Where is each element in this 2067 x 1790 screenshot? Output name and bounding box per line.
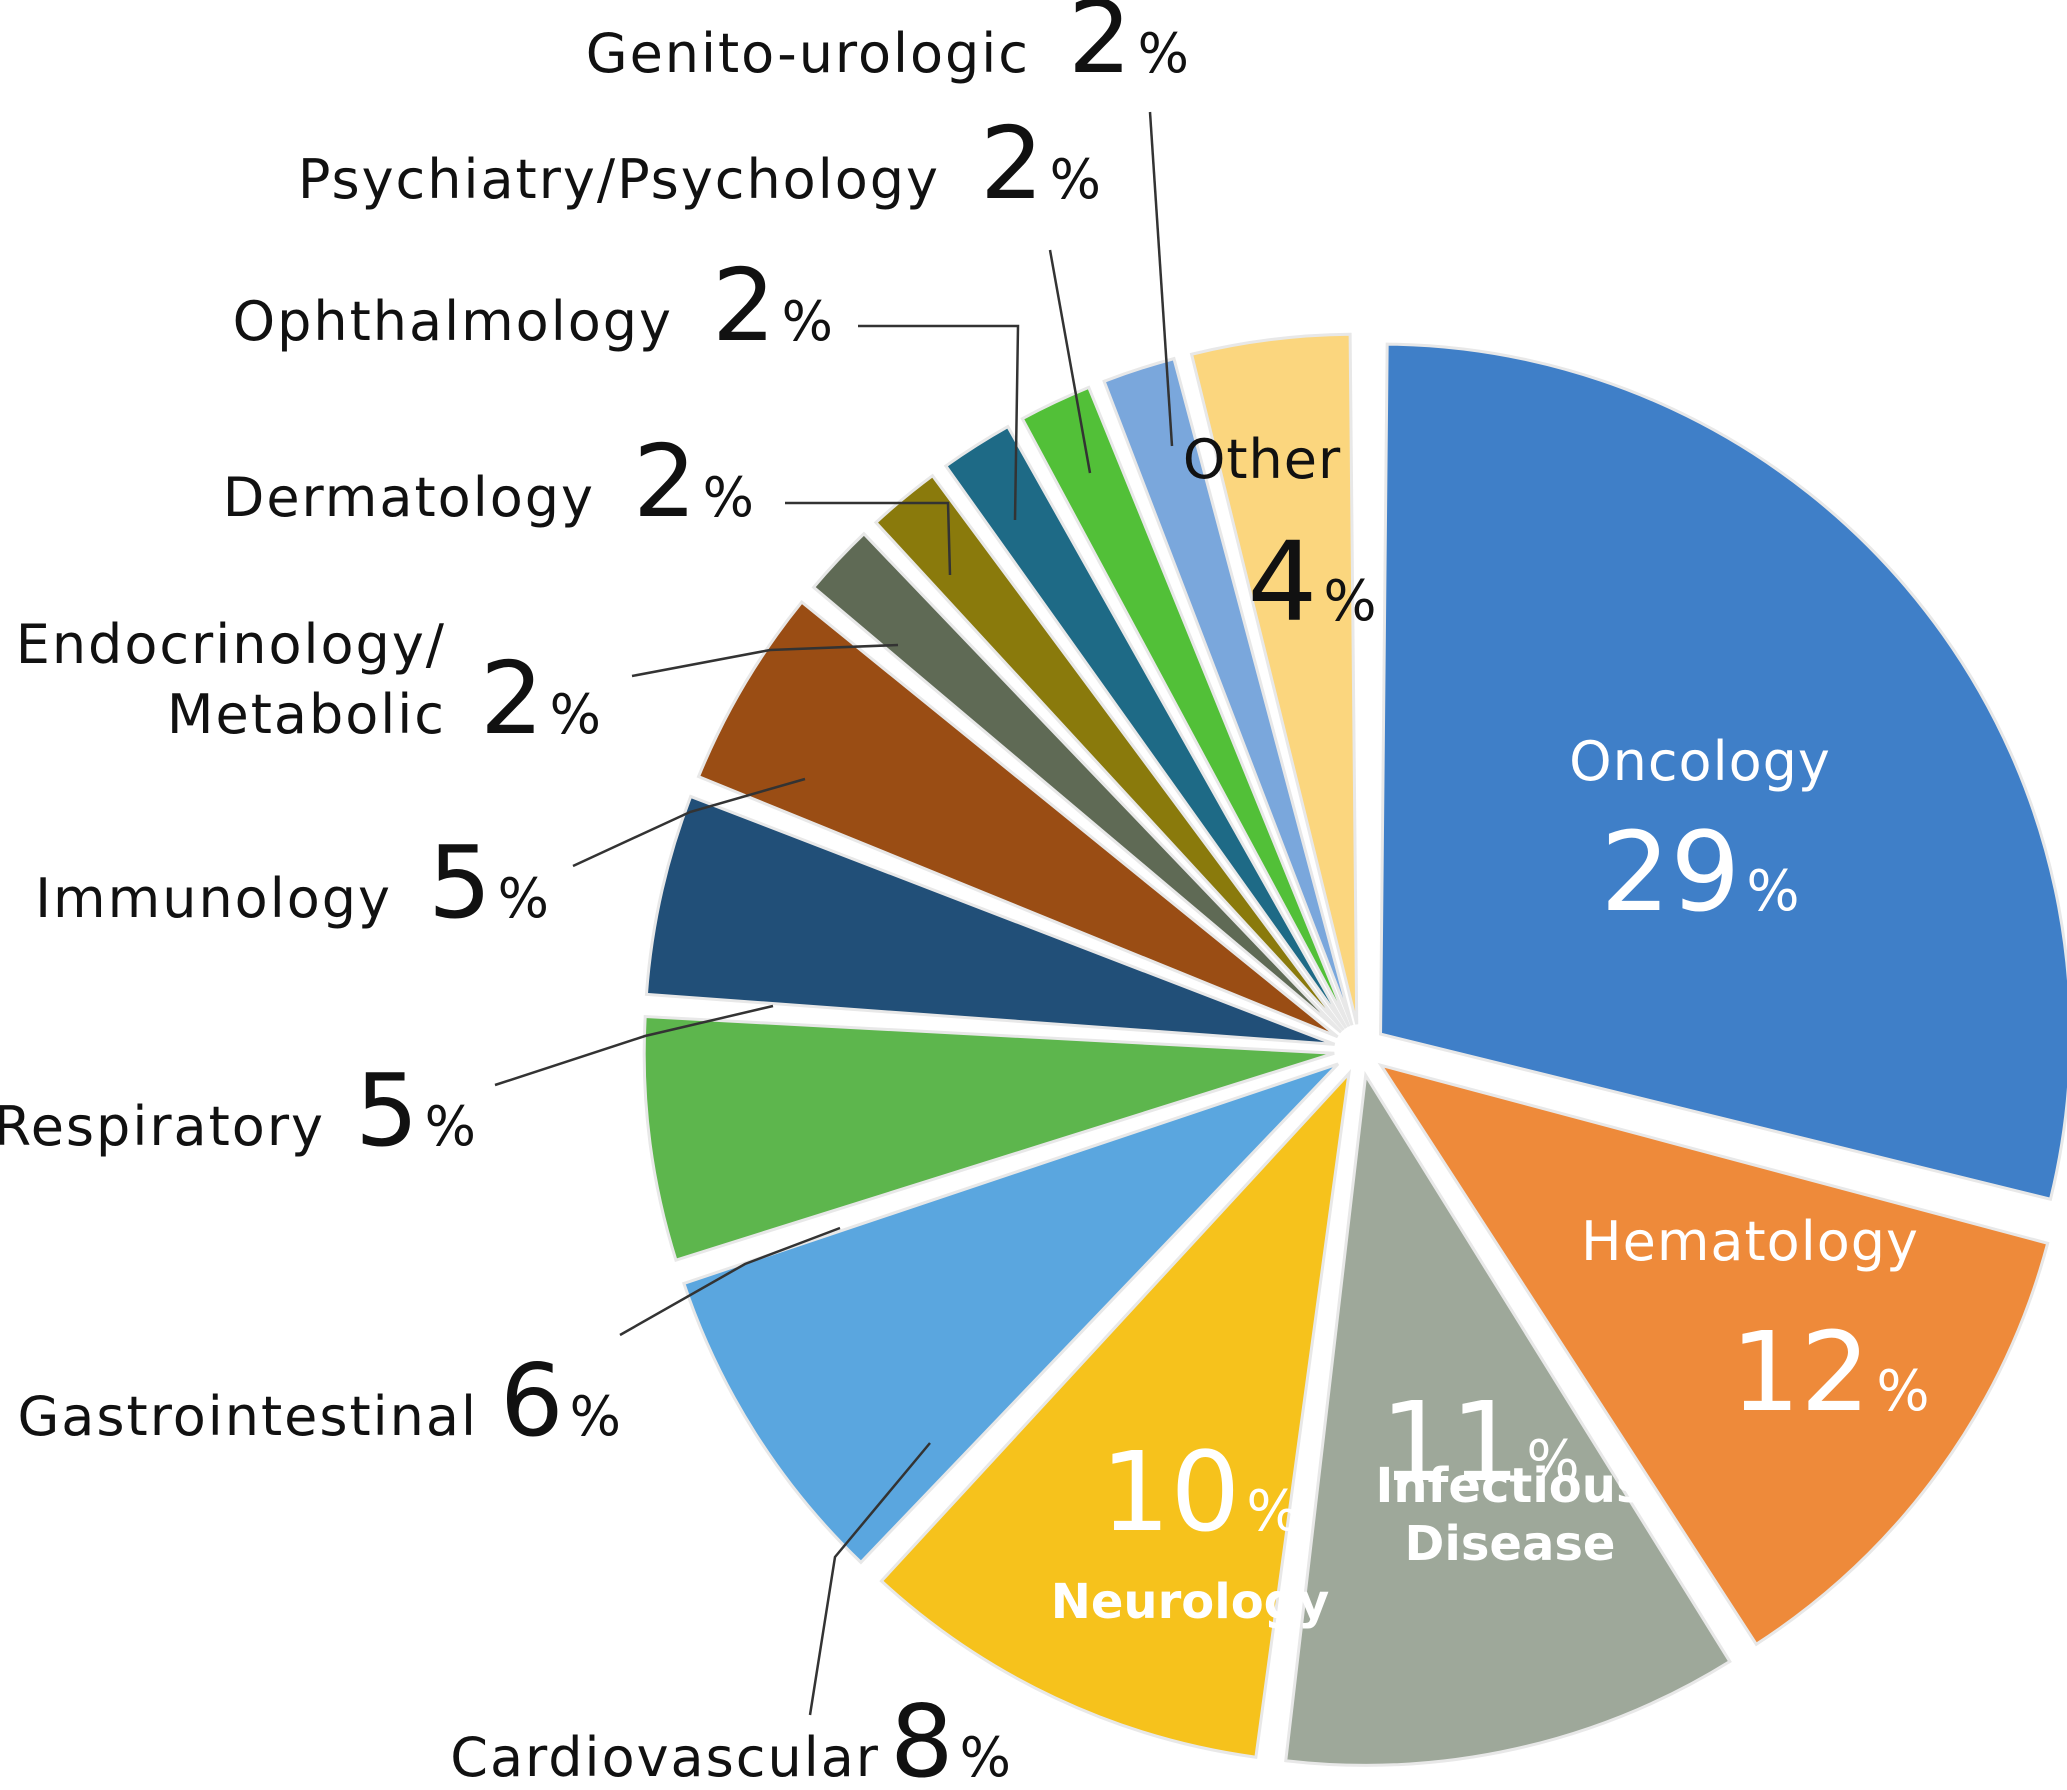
- leader-dermatology: [785, 501, 952, 576]
- pie-slices: [642, 332, 2067, 1767]
- label-gastrointestinal-name: Gastrointestinal: [17, 1385, 478, 1448]
- label-psychiatry-psychology-value: 2%: [980, 105, 1101, 222]
- label-cardiovascular-value: 8%: [890, 1683, 1011, 1790]
- leader-psychiatry-psychology: [1048, 249, 1092, 474]
- label-respiratory-value: 5%: [355, 1052, 476, 1169]
- label-psychiatry-psychology-name: Psychiatry/Psychology: [298, 148, 940, 211]
- leader-genito-urologic: [1148, 111, 1174, 447]
- slice-dermatology: [873, 473, 1345, 1031]
- slice-other: [1189, 332, 1359, 1025]
- label-endocrinology-metabolic-name-line2: Metabolic: [167, 683, 446, 746]
- label-ophthalmology-name: Ophthalmology: [233, 290, 673, 353]
- label-hematology-value: 12%: [1730, 1308, 1929, 1436]
- slice-psychiatry-psychology: [1020, 385, 1351, 1028]
- leader-immunology: [572, 777, 806, 868]
- slice-infectious-disease: [1284, 1070, 1732, 1767]
- label-respiratory-name: Respiratory: [0, 1095, 325, 1158]
- label-infectious-disease-name-line1: Infectious: [1375, 1458, 1644, 1514]
- label-endocrinology-metabolic-name-line1: Endocrinology/: [16, 613, 446, 676]
- slice-ophthalmology: [943, 424, 1348, 1029]
- label-other-name: Other: [1183, 428, 1341, 491]
- label-infectious-disease-value: 11%: [1380, 1378, 1579, 1506]
- leader-respiratory: [494, 1004, 774, 1087]
- slice-cardiovascular: [681, 1062, 1340, 1565]
- slice-gastrointestinal: [642, 1014, 1335, 1263]
- label-oncology-name: Oncology: [1569, 730, 1831, 793]
- label-immunology-name: Immunology: [35, 867, 392, 930]
- label-oncology-value: 29%: [1600, 808, 1799, 936]
- slice-hematology: [1377, 1062, 2050, 1647]
- slice-respiratory: [644, 794, 1336, 1046]
- leader-cardiovascular: [808, 1442, 931, 1716]
- label-genito-urologic-name: Genito-urologic: [586, 22, 1030, 85]
- slice-oncology: [1379, 342, 2067, 1202]
- label-neurology-name: Neurology: [1051, 1574, 1330, 1630]
- label-gastrointestinal-value: 6%: [500, 1342, 621, 1459]
- leader-ophthalmology: [858, 324, 1020, 521]
- slice-neurology: [879, 1069, 1352, 1759]
- slice-endocrinology-metabolic: [811, 531, 1343, 1034]
- label-hematology-name: Hematology: [1581, 1210, 1919, 1273]
- label-endocrinology-metabolic-value: 2%: [480, 640, 601, 757]
- slice-labels: Oncology 29 % Hematology 12 % InfectiousDiseas…: [0, 0, 1929, 1790]
- label-ophthalmology-value: 2%: [712, 247, 833, 364]
- leader-gastrointestinal: [619, 1226, 841, 1337]
- slice-immunology: [696, 599, 1339, 1039]
- leader-lines: [494, 111, 1174, 1716]
- label-other-value: 4%: [1247, 518, 1376, 646]
- label-infectious-disease-name-line2: Disease: [1405, 1516, 1616, 1572]
- label-immunology-value: 5%: [428, 824, 549, 941]
- slice-genito-urologic: [1102, 356, 1354, 1026]
- label-cardiovascular-name: Cardiovascular: [450, 1726, 880, 1789]
- label-dermatology-name: Dermatology: [223, 466, 595, 529]
- label-neurology-value: 10%: [1100, 1428, 1299, 1556]
- leader-endocrinology-metabolic: [631, 643, 899, 678]
- label-dermatology-value: 2%: [633, 423, 754, 540]
- label-genito-urologic-value: 2%: [1068, 0, 1189, 96]
